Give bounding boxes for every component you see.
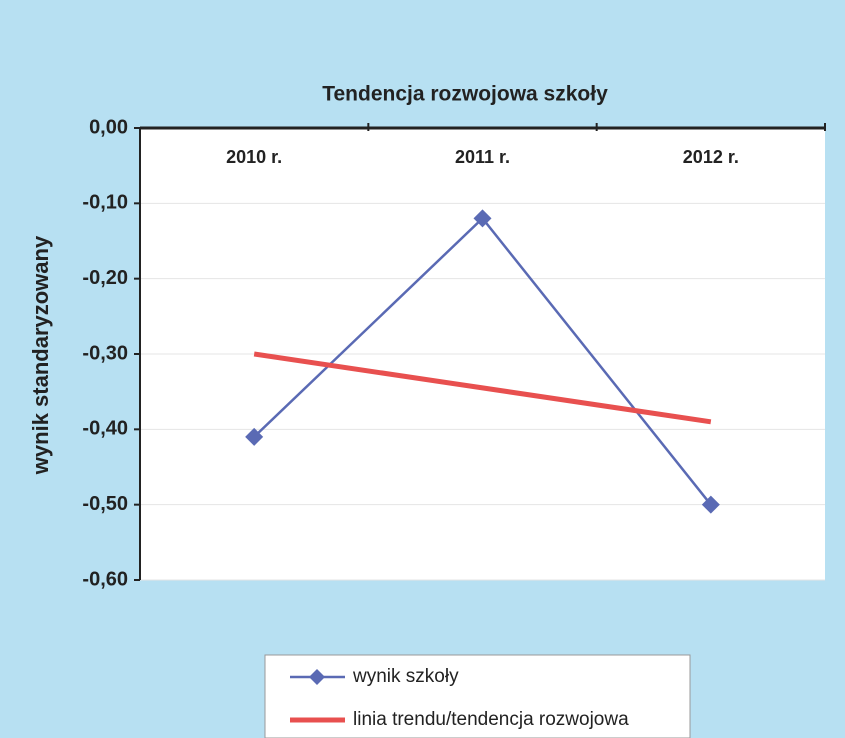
y-tick-label: -0,30 bbox=[82, 342, 128, 364]
y-tick-label: -0,10 bbox=[82, 192, 128, 214]
x-tick-label: 2011 r. bbox=[455, 147, 510, 167]
x-tick-label: 2010 r. bbox=[226, 147, 282, 167]
x-tick-label: 2012 r. bbox=[683, 147, 739, 167]
chart-title: Tendencja rozwojowa szkoły bbox=[322, 83, 608, 106]
legend-label: linia trendu/tendencja rozwojowa bbox=[353, 709, 629, 730]
y-tick-label: -0,40 bbox=[82, 418, 128, 440]
y-tick-label: 0,00 bbox=[89, 116, 128, 138]
y-axis-label: wynik standaryzowany bbox=[28, 235, 53, 475]
legend-label: wynik szkoły bbox=[352, 666, 459, 687]
y-tick-label: -0,60 bbox=[82, 568, 128, 590]
page: Tendencja rozwojowa szkoły wynik standar… bbox=[0, 0, 845, 738]
chart: Tendencja rozwojowa szkoły wynik standar… bbox=[0, 0, 845, 738]
y-tick-label: -0,50 bbox=[82, 493, 128, 515]
y-tick-label: -0,20 bbox=[82, 267, 128, 289]
